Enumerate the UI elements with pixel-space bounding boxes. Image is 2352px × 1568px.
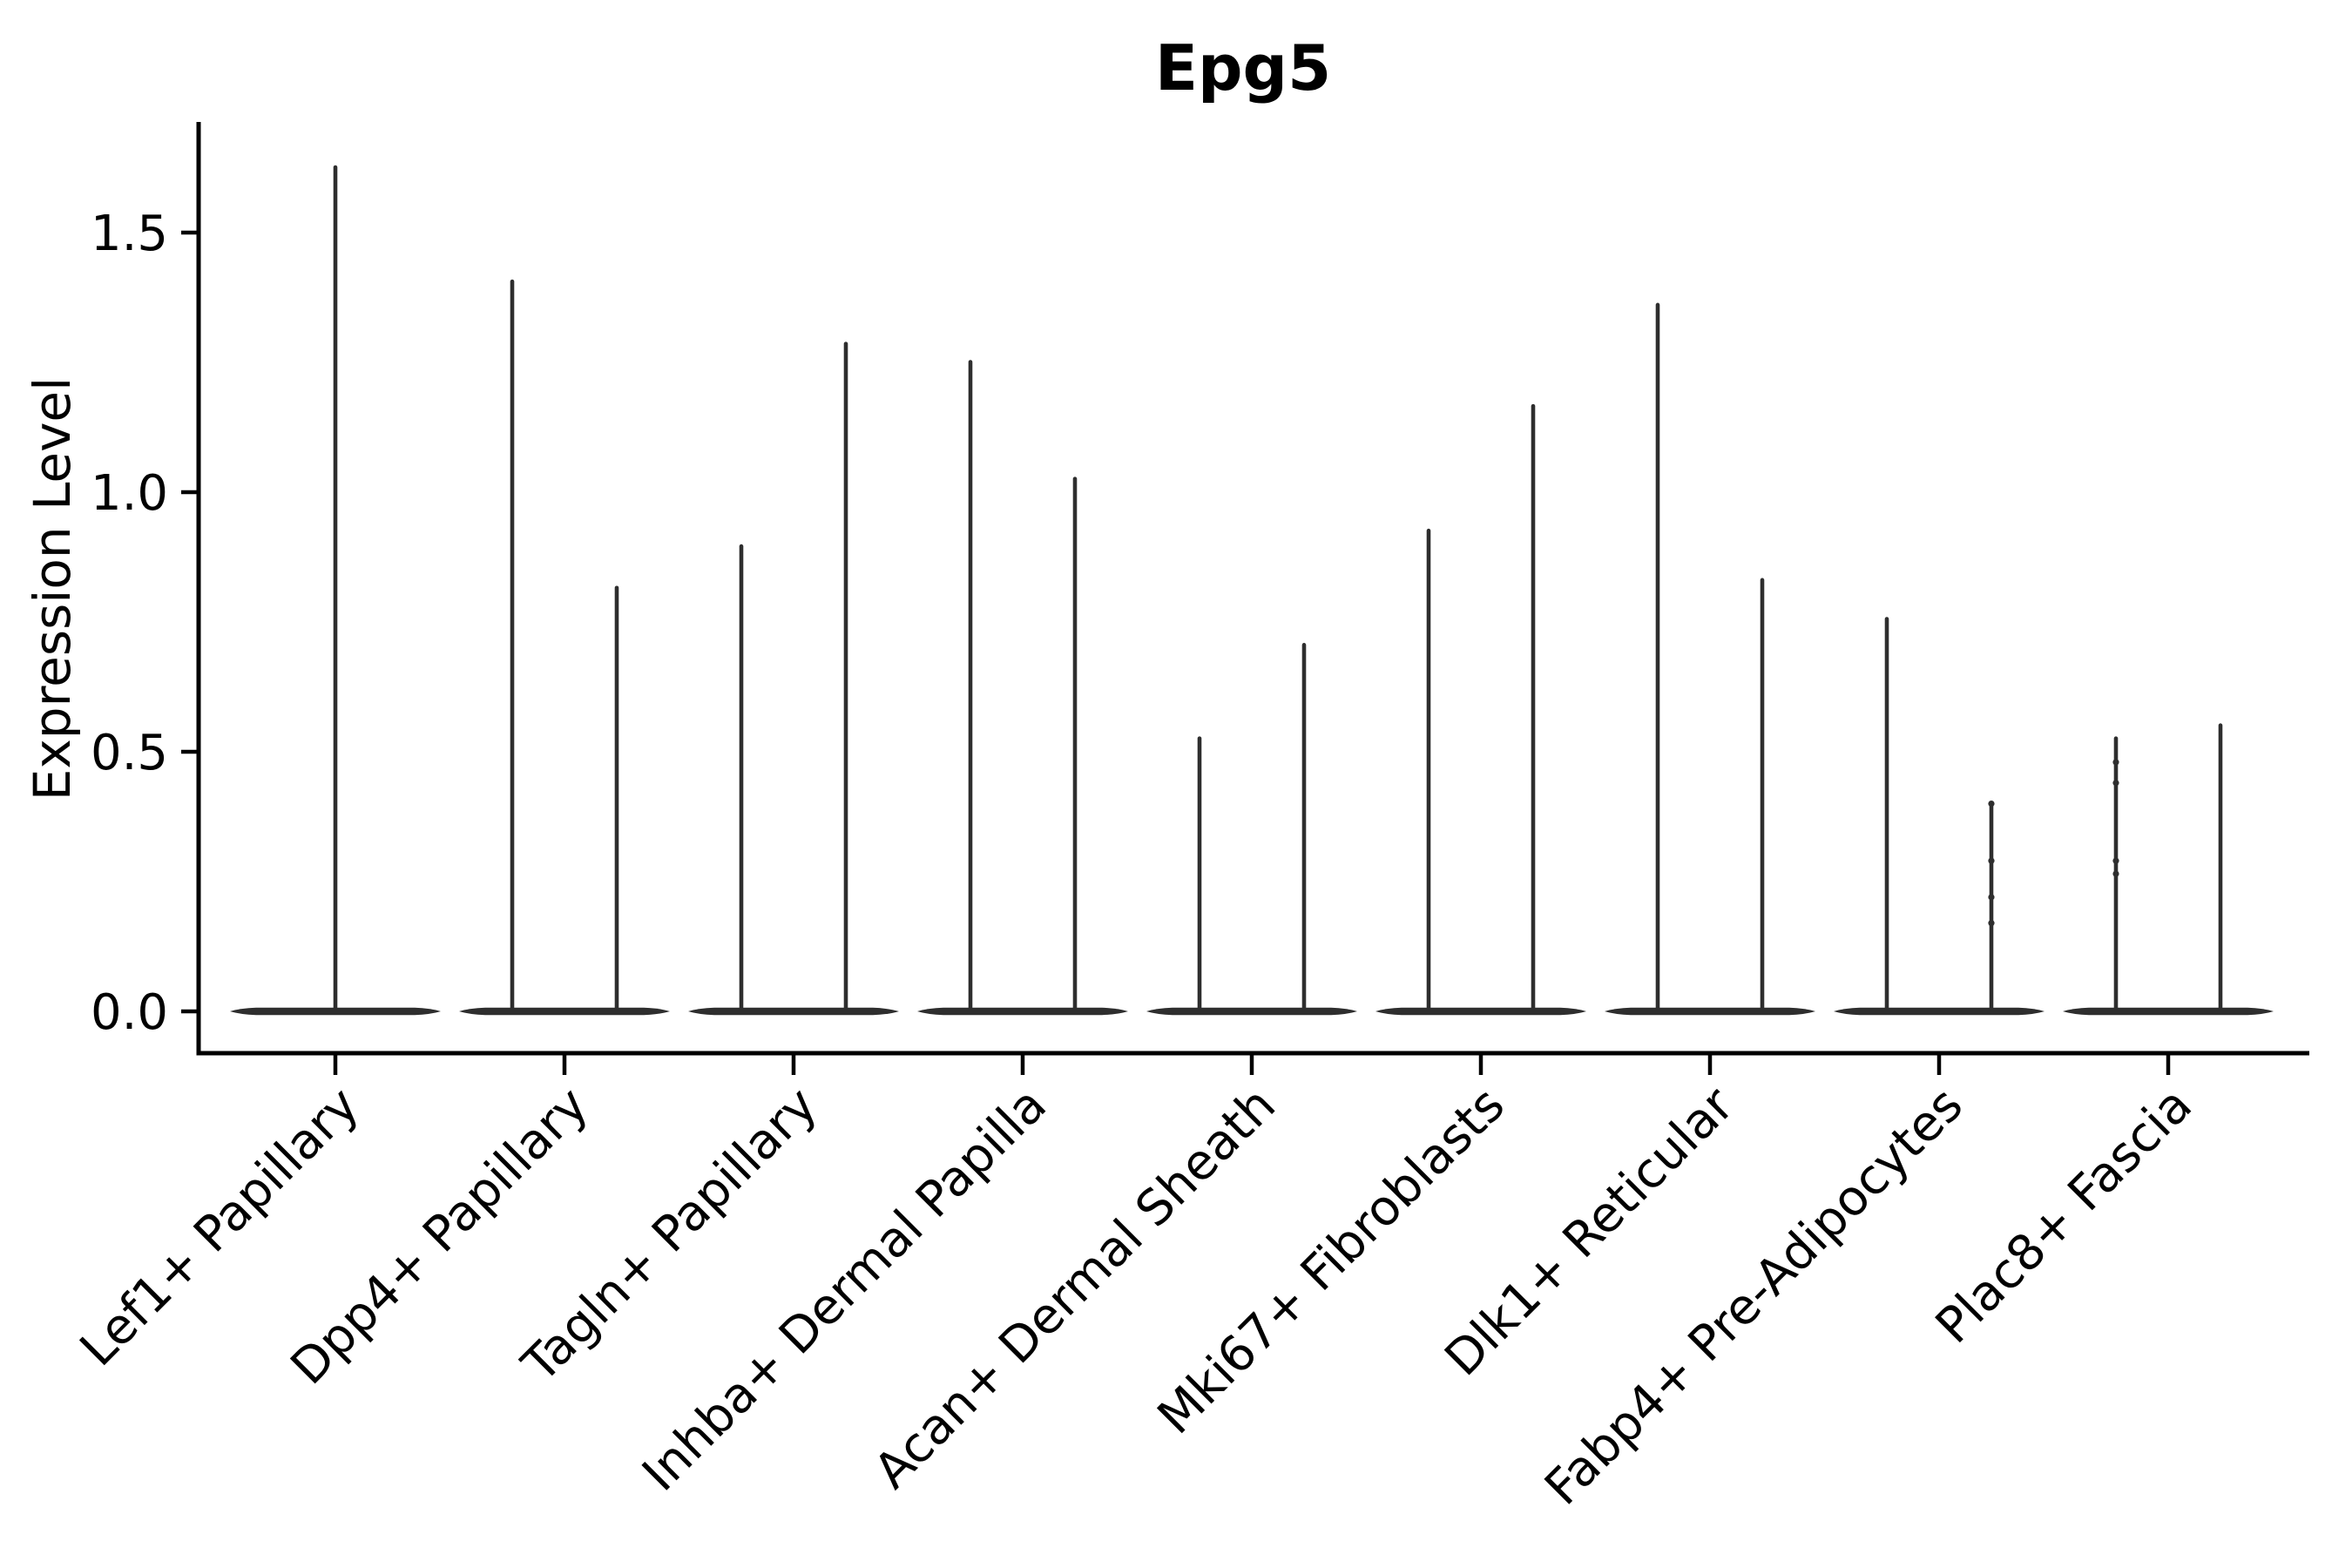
chart-title: Epg5	[1155, 31, 1331, 105]
jitter-point	[1988, 894, 1995, 901]
jitter-point	[1988, 801, 1995, 808]
violin-base	[688, 1007, 899, 1016]
jitter-point	[2112, 857, 2119, 864]
violin-base	[1605, 1007, 1815, 1016]
y-tick-label: 1.5	[91, 206, 168, 262]
y-ticks-group: 0.0 0.5 1.0 1.5	[91, 206, 199, 1041]
violin-base	[459, 1007, 670, 1016]
violins-group	[230, 165, 2274, 1016]
y-tick-label: 1.0	[91, 465, 168, 522]
violin-base	[1375, 1007, 1586, 1016]
jitter-point	[2112, 780, 2119, 787]
jitter-point	[2112, 870, 2119, 877]
jitter-point	[2112, 759, 2119, 766]
y-tick-label: 0.0	[91, 984, 168, 1041]
y-tick-label: 0.5	[91, 725, 168, 781]
violin-base	[1834, 1007, 2044, 1016]
jitter-point	[1988, 920, 1995, 927]
violin-base	[2063, 1007, 2274, 1016]
jitter-point	[1988, 857, 1995, 864]
y-axis-label: Expression Level	[23, 377, 82, 801]
violin-base	[917, 1007, 1128, 1016]
violin-base	[1146, 1007, 1357, 1016]
